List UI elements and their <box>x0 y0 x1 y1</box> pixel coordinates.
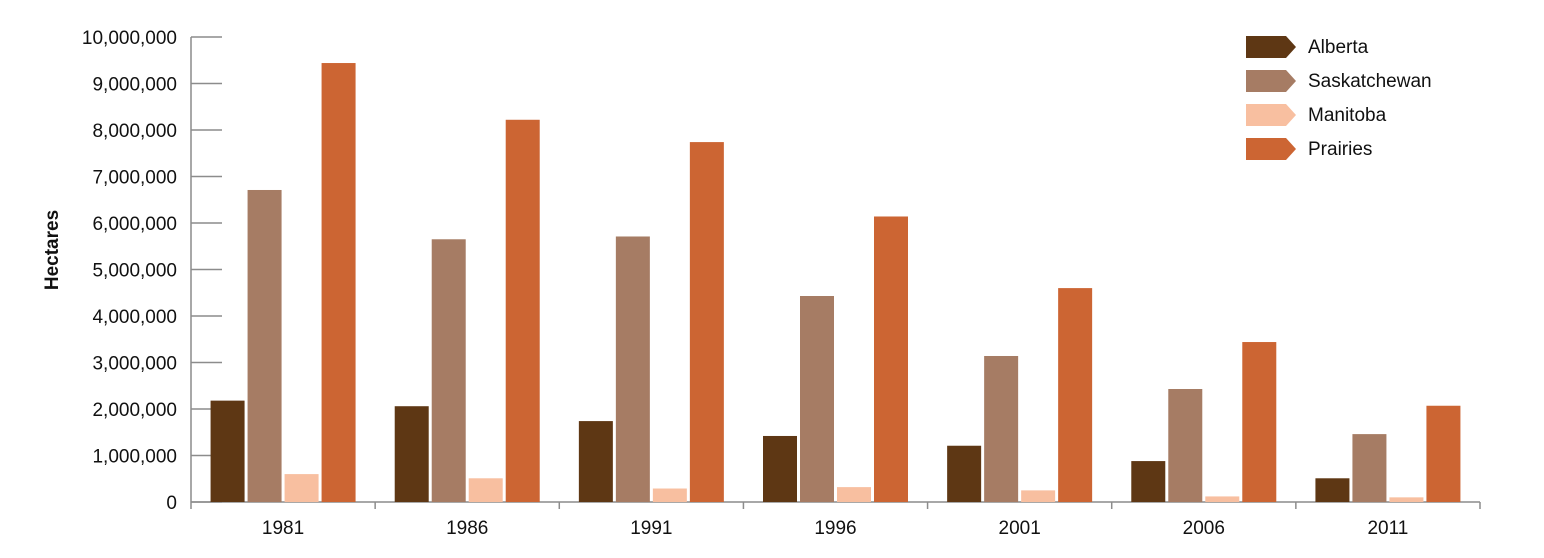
legend-label-prairies: Prairies <box>1308 139 1372 160</box>
bar-prairies-2006 <box>1242 342 1277 502</box>
legend-label-alberta: Alberta <box>1308 37 1369 58</box>
bar-prairies-2001 <box>1058 288 1093 502</box>
bar-saskatchewan-1996 <box>800 296 834 502</box>
x-axis: 1981 1986 1991 1996 2001 2006 2011 <box>190 501 1481 539</box>
bar-alberta-2001 <box>947 445 982 502</box>
bar-manitoba-2006 <box>1205 496 1240 502</box>
bars <box>210 63 1461 503</box>
legend-swatch-alberta <box>1246 36 1296 58</box>
legend: Alberta Saskatchewan Manitoba Prairies <box>1246 36 1432 160</box>
bar-alberta-1986 <box>394 406 429 502</box>
x-tick-label: 2006 <box>1183 518 1225 539</box>
bar-saskatchewan-2006 <box>1168 389 1203 502</box>
bar-alberta-1981 <box>210 400 245 502</box>
bar-alberta-2006 <box>1131 461 1166 502</box>
y-tick-label: 10,000,000 <box>82 28 177 49</box>
bar-saskatchewan-1991 <box>615 236 650 503</box>
x-tick-label: 1996 <box>814 518 856 539</box>
legend-label-manitoba: Manitoba <box>1308 105 1387 126</box>
y-tick-label: 2,000,000 <box>92 400 177 421</box>
bar-manitoba-1981 <box>284 474 319 502</box>
legend-swatch-saskatchewan <box>1246 70 1296 92</box>
y-tick-label: 4,000,000 <box>92 307 177 328</box>
legend-swatch-prairies <box>1246 138 1296 160</box>
y-tick-label: 9,000,000 <box>92 75 177 96</box>
bar-saskatchewan-1981 <box>247 189 282 503</box>
y-axis-title: Hectares <box>42 210 63 290</box>
x-tick-label: 2001 <box>999 518 1041 539</box>
bar-saskatchewan-2011 <box>1352 434 1387 502</box>
x-tick-label: 1991 <box>630 518 672 539</box>
bar-prairies-1996 <box>874 216 908 503</box>
bar-prairies-1981 <box>321 63 356 502</box>
bar-alberta-1991 <box>578 421 613 502</box>
bar-alberta-1996 <box>763 435 797 502</box>
y-tick-label: 8,000,000 <box>92 121 177 142</box>
bar-saskatchewan-2001 <box>984 355 1019 502</box>
y-tick-label: 1,000,000 <box>92 447 177 468</box>
bar-manitoba-1996 <box>837 487 871 502</box>
bar-prairies-1986 <box>505 119 540 503</box>
bar-saskatchewan-1986 <box>431 239 466 502</box>
bar-manitoba-1986 <box>468 478 503 502</box>
legend-swatch-manitoba <box>1246 104 1296 126</box>
y-axis: 0 1,000,000 2,000,000 3,000,000 4,000,000 5,0… <box>82 28 222 514</box>
x-tick-label: 1986 <box>446 518 488 539</box>
bar-manitoba-1991 <box>652 488 687 502</box>
x-tick-label: 2011 <box>1367 518 1408 539</box>
bar-prairies-1991 <box>689 142 724 502</box>
x-tick-label: 1981 <box>262 518 304 539</box>
bar-manitoba-2011 <box>1389 497 1424 502</box>
bar-manitoba-2001 <box>1021 490 1056 502</box>
y-tick-label: 6,000,000 <box>92 214 177 235</box>
y-tick-label: 7,000,000 <box>92 168 177 189</box>
y-tick-label: 0 <box>166 493 177 514</box>
bar-prairies-2011 <box>1426 405 1461 502</box>
legend-label-saskatchewan: Saskatchewan <box>1308 71 1432 92</box>
bar-alberta-2011 <box>1315 478 1350 502</box>
y-tick-label: 5,000,000 <box>92 261 177 282</box>
y-tick-label: 3,000,000 <box>92 354 177 375</box>
